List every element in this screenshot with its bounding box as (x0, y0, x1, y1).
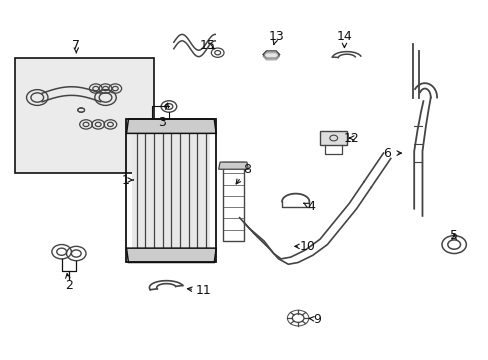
Bar (15, 58, 154, 173)
Text: 15: 15 (200, 39, 215, 52)
Polygon shape (126, 119, 216, 134)
Text: 10: 10 (299, 240, 315, 253)
Text: 13: 13 (268, 30, 284, 43)
Text: 2: 2 (65, 279, 73, 292)
Bar (320, 131, 346, 145)
Text: 4: 4 (307, 201, 315, 213)
Text: 1: 1 (122, 174, 130, 186)
Text: 7: 7 (72, 39, 80, 52)
Text: 9: 9 (313, 312, 321, 326)
Polygon shape (263, 53, 279, 60)
Text: 14: 14 (336, 30, 352, 43)
Bar (132, 130, 210, 252)
Bar (126, 119, 216, 262)
Text: 6: 6 (383, 147, 390, 159)
Text: 5: 5 (449, 229, 457, 242)
Text: 11: 11 (195, 284, 210, 297)
Text: 3: 3 (157, 116, 165, 129)
Bar (222, 162, 244, 241)
Text: 12: 12 (343, 131, 359, 145)
Text: 8: 8 (243, 163, 250, 176)
Polygon shape (218, 162, 248, 169)
Polygon shape (126, 248, 216, 262)
